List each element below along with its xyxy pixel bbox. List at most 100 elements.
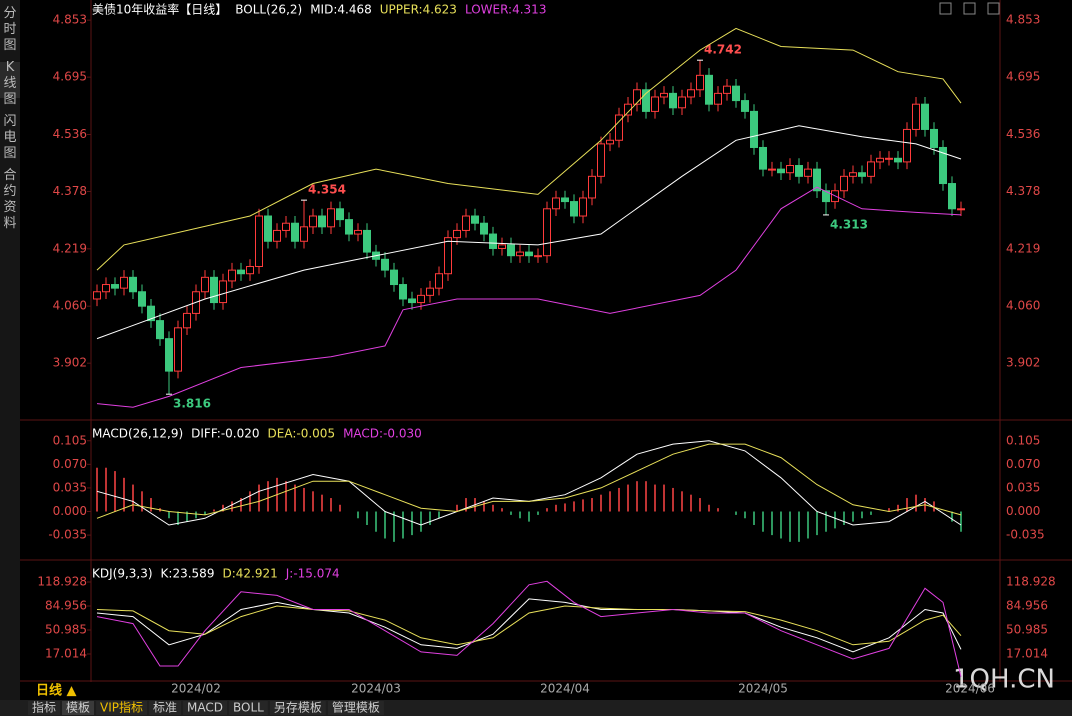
footer-tab-bg[interactable]	[28, 701, 61, 715]
candle-body	[795, 165, 803, 177]
annotation: 3.816	[173, 397, 211, 411]
icon[interactable]	[939, 2, 952, 15]
candle-body	[732, 85, 740, 102]
candle-body	[777, 168, 785, 174]
y-tick-label-right: 4.060	[1006, 299, 1040, 313]
candle-body	[822, 190, 830, 203]
annotation: 4.354	[308, 183, 346, 197]
candle-body	[903, 128, 911, 163]
sidebar-tab[interactable]: K 线图	[3, 60, 16, 107]
footer-tab[interactable]: 模板	[66, 701, 90, 715]
y-tick-label-right: 118.928	[1006, 575, 1056, 589]
footer-tab[interactable]: 标准	[153, 701, 177, 715]
footer-tab[interactable]: BOLL	[233, 701, 264, 715]
candle-body	[534, 255, 542, 258]
candle-body	[624, 103, 632, 116]
candle-body	[453, 229, 461, 239]
candle-body	[930, 128, 938, 148]
watermark: 1QH.CN	[953, 665, 1055, 695]
footer-tab-bg[interactable]	[183, 701, 228, 715]
candle-body	[579, 197, 587, 217]
footer-tab-bg[interactable]	[229, 701, 268, 715]
sidebar-tab[interactable]: 合约资料	[3, 168, 16, 231]
candle-body	[714, 92, 722, 105]
y-tick-label-right: 4.378	[1006, 184, 1040, 198]
candle-body	[696, 74, 704, 91]
sidebar	[0, 0, 20, 700]
candle-body	[723, 85, 731, 94]
candle-body	[516, 251, 524, 257]
candle-body	[669, 92, 677, 109]
footer-tab[interactable]: 另存模板	[274, 701, 322, 715]
candle-body	[705, 74, 713, 105]
candle-body	[498, 244, 506, 249]
candle-body	[561, 197, 569, 203]
annotation: 4.313	[830, 217, 868, 231]
y-tick-label-right: 0.035	[1006, 480, 1040, 494]
candle-body	[642, 89, 650, 112]
candle-body	[507, 244, 515, 257]
candle-body	[597, 143, 605, 177]
candle-body	[282, 222, 290, 231]
sidebar-tab[interactable]: 分时图	[3, 6, 16, 53]
footer-tab-bg[interactable]	[62, 701, 95, 715]
candle-body	[786, 165, 794, 174]
footer-tab[interactable]: 管理模板	[332, 700, 380, 715]
candle-body	[399, 284, 407, 300]
legend-text: D:42.921	[222, 567, 277, 581]
footer-tab-bg[interactable]	[327, 701, 384, 715]
y-tick-label-right: 0.105	[1006, 433, 1040, 447]
candle-body	[462, 215, 470, 231]
candle-body	[858, 172, 866, 177]
candle-body	[840, 175, 848, 192]
footer-tab[interactable]: VIP指标	[100, 700, 143, 715]
y-tick-label-right: 17.014	[1006, 646, 1048, 660]
footer-tab-bg[interactable]	[149, 701, 182, 715]
footer-tab[interactable]: MACD	[187, 701, 223, 715]
candle-body	[363, 229, 371, 253]
candle-body	[318, 215, 326, 228]
y-tick-label: 4.060	[53, 299, 87, 313]
candle-body	[759, 146, 767, 170]
indicator-line	[96, 27, 962, 271]
candle-body	[435, 273, 443, 289]
candle-body	[768, 168, 776, 171]
y-tick-label: 0.000	[53, 504, 87, 518]
y-tick-label: 0.035	[53, 480, 87, 494]
candle-body	[489, 233, 497, 249]
candle-body	[129, 276, 137, 293]
y-tick-label-right: 4.536	[1006, 127, 1040, 141]
y-tick-label: 17.014	[45, 646, 87, 660]
candle-body	[543, 208, 551, 257]
candle-body	[588, 175, 596, 199]
footer-tab[interactable]: 指标	[32, 700, 56, 715]
candle-body	[471, 215, 479, 224]
candle-body	[525, 251, 533, 257]
candle-body	[219, 280, 227, 304]
y-tick-label: 4.536	[53, 127, 87, 141]
icon[interactable]	[963, 2, 976, 15]
y-tick-label: 4.219	[53, 241, 87, 255]
candle-body	[390, 269, 398, 286]
candle-body	[813, 168, 821, 192]
candle-body	[417, 294, 425, 304]
window-icons[interactable]	[939, 2, 1000, 15]
sidebar-tab[interactable]: 闪电图	[3, 114, 16, 161]
candle-body	[939, 146, 947, 185]
candle-body	[678, 96, 686, 109]
candle-body	[885, 157, 893, 160]
indicator-line	[96, 186, 962, 408]
candle-body	[912, 103, 920, 130]
footer-tab-bg[interactable]	[269, 701, 326, 715]
footer-tab-bg[interactable]	[96, 701, 148, 715]
indicator-line	[96, 598, 962, 653]
candle-body	[660, 92, 668, 98]
candle-body	[615, 114, 623, 141]
y-tick-label-right: 3.902	[1006, 356, 1040, 370]
candle-body	[183, 312, 191, 329]
period[interactable]: 日线 ▲	[36, 683, 77, 699]
icon[interactable]	[987, 2, 1000, 15]
candle-body	[255, 215, 263, 268]
legend-text: J:-15.074	[285, 567, 340, 581]
